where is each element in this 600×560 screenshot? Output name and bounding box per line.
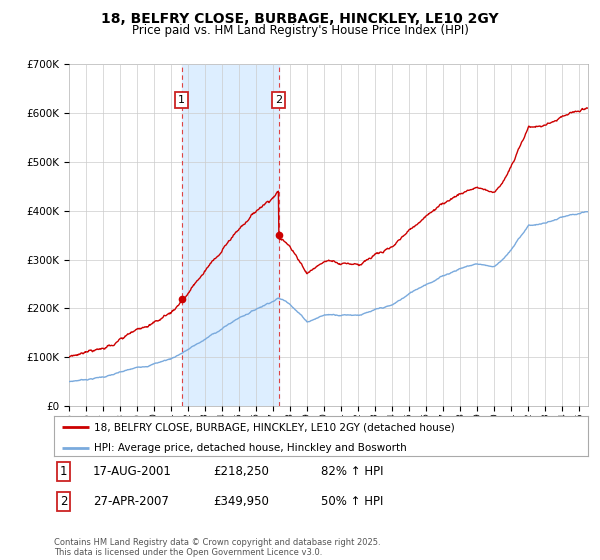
Text: £349,950: £349,950 (213, 494, 269, 508)
Text: 27-APR-2007: 27-APR-2007 (93, 494, 169, 508)
Text: HPI: Average price, detached house, Hinckley and Bosworth: HPI: Average price, detached house, Hinc… (94, 442, 407, 452)
Text: £218,250: £218,250 (213, 465, 269, 478)
Text: 1: 1 (60, 465, 67, 478)
Text: Contains HM Land Registry data © Crown copyright and database right 2025.
This d: Contains HM Land Registry data © Crown c… (54, 538, 380, 557)
Bar (182, 64, 278, 406)
Text: Price paid vs. HM Land Registry's House Price Index (HPI): Price paid vs. HM Land Registry's House … (131, 24, 469, 36)
Text: 1: 1 (178, 95, 185, 105)
Text: 50% ↑ HPI: 50% ↑ HPI (321, 494, 383, 508)
Text: 18, BELFRY CLOSE, BURBAGE, HINCKLEY, LE10 2GY: 18, BELFRY CLOSE, BURBAGE, HINCKLEY, LE1… (101, 12, 499, 26)
Text: 2: 2 (275, 95, 282, 105)
Text: 17-AUG-2001: 17-AUG-2001 (93, 465, 172, 478)
Text: 82% ↑ HPI: 82% ↑ HPI (321, 465, 383, 478)
Text: 18, BELFRY CLOSE, BURBAGE, HINCKLEY, LE10 2GY (detached house): 18, BELFRY CLOSE, BURBAGE, HINCKLEY, LE1… (94, 422, 455, 432)
Text: 2: 2 (60, 494, 67, 508)
